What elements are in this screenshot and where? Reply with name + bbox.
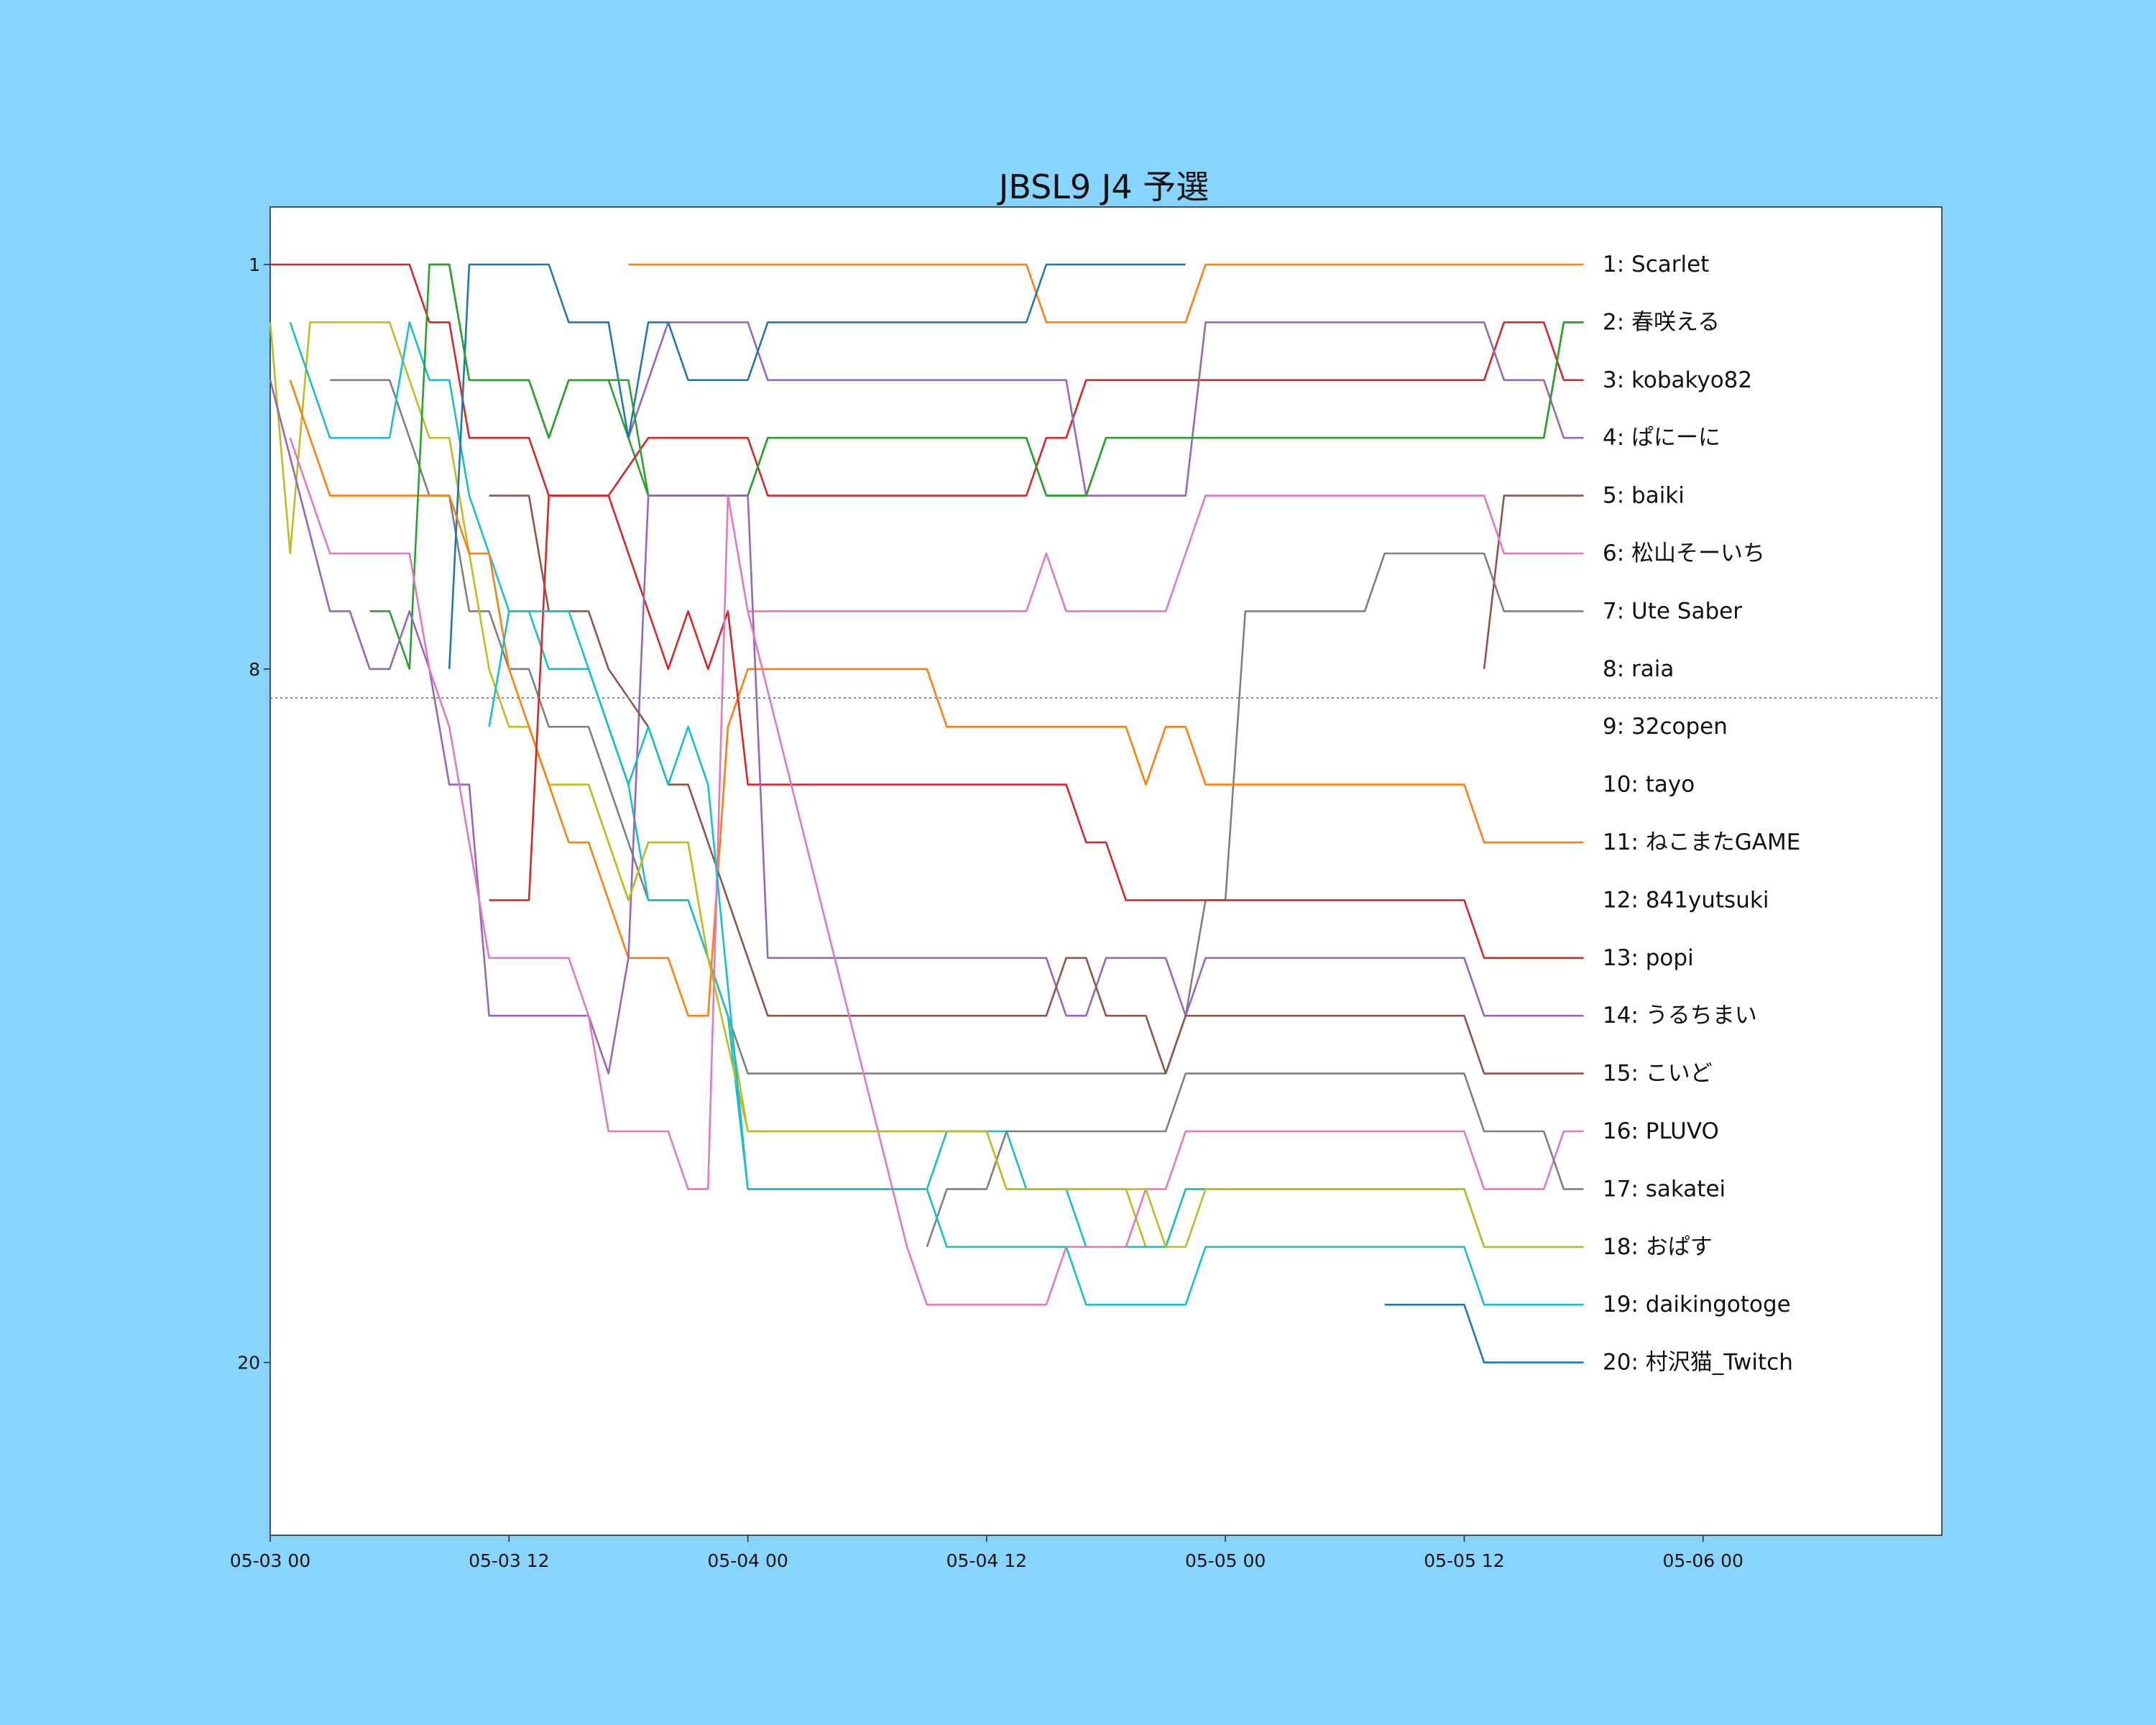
series-label-17: 17: sakatei: [1603, 1176, 1726, 1202]
x-tick-label: 05-04 12: [946, 1550, 1027, 1571]
chart-title: JBSL9 J4 予選: [997, 167, 1210, 206]
series-line-14: [269, 380, 1584, 1075]
series-line-5: [1483, 494, 1584, 669]
series-label-6: 6: 松山そーいち: [1603, 540, 1765, 566]
x-tick-label: 05-03 00: [230, 1550, 310, 1571]
series-label-20: 20: 村沢猫_Twitch: [1603, 1350, 1793, 1376]
series-line-1: [628, 263, 1584, 323]
series-label-9: 9: 32copen: [1603, 714, 1728, 740]
plot-area: [270, 206, 1943, 1536]
axis-layer: 05-03 00 05-03 12 05-04 00 05-04 12 05-05 00…: [230, 254, 1942, 1571]
x-tick-label: 05-03 12: [469, 1550, 549, 1571]
y-tick-label: 20: [237, 1353, 260, 1374]
series-label-18: 18: おぱす: [1603, 1234, 1713, 1260]
x-tick-label: 05-04 00: [707, 1550, 788, 1571]
series-line-6: [747, 494, 1584, 612]
series-line-17: [926, 1072, 1584, 1248]
series-label-10: 10: tayo: [1603, 772, 1695, 798]
series-line-20: [1384, 1303, 1584, 1363]
series-line-15: [489, 494, 1584, 1075]
series-line-4: [627, 321, 1584, 497]
series-line-19: [488, 610, 1584, 1306]
series-line-12: [369, 263, 1584, 671]
x-tick-label: 05-05 00: [1185, 1550, 1266, 1571]
series-label-7: 7: Ute Saber: [1603, 598, 1742, 624]
series-label-19: 19: daikingotoge: [1603, 1292, 1791, 1317]
series-line-16: [289, 437, 1584, 1306]
series-label-1: 1: Scarlet: [1603, 252, 1709, 277]
series-label-3: 3: kobakyo82: [1603, 367, 1752, 393]
series-label-14: 14: うるちまい: [1603, 1003, 1757, 1029]
series-line-18: [587, 784, 1584, 1248]
series-label-5: 5: baiki: [1603, 483, 1685, 509]
series-label-2: 2: 春咲える: [1603, 309, 1720, 335]
y-tick-label: 1: [249, 254, 260, 275]
label-layer: 1: Scarlet 2: 春咲える 3: kobakyo82 4: ぱにーに 5: b…: [1603, 252, 1800, 1376]
series-line-13: [489, 494, 1584, 960]
series-label-4: 4: ぱにーに: [1603, 425, 1720, 451]
series-layer: [269, 263, 1584, 1363]
y-tick-label: 8: [249, 659, 260, 680]
series-line-10: [448, 263, 1186, 669]
x-tick-label: 05-06 00: [1663, 1550, 1743, 1571]
series-label-11: 11: ねこまたGAME: [1603, 829, 1800, 855]
series-label-15: 15: こいど: [1603, 1061, 1713, 1087]
x-tick-label: 05-05 12: [1424, 1550, 1504, 1571]
series-label-13: 13: popi: [1603, 945, 1694, 971]
series-line-3: [270, 263, 1584, 497]
series-line-11: [289, 380, 1584, 1017]
series-label-8: 8: raia: [1603, 656, 1674, 682]
series-label-12: 12: 841yutsuki: [1603, 887, 1769, 913]
series-label-16: 16: PLUVO: [1603, 1118, 1719, 1144]
